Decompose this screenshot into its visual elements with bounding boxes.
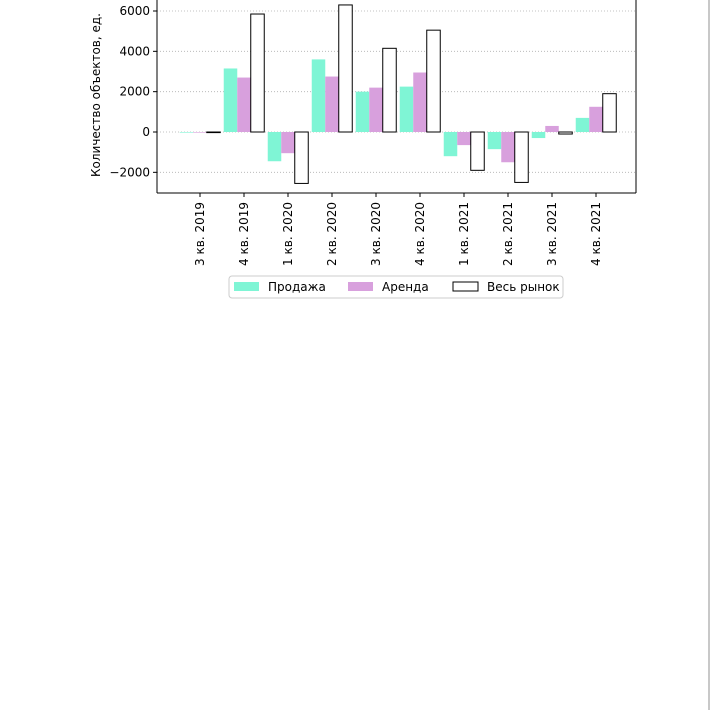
x-tick-label: 3 кв. 2019: [193, 202, 207, 266]
bar: [487, 132, 502, 150]
bar: [179, 132, 194, 133]
bar: [193, 132, 207, 133]
axes: −2000 0 2000 4000 6000 3 кв. 2019 4 кв. 2019 1 …: [109, 0, 637, 266]
y-tick-label: 0: [142, 125, 150, 139]
bar: [457, 132, 471, 146]
bar: [514, 131, 529, 183]
x-tick-label: 2 кв. 2021: [501, 202, 515, 266]
bar: [426, 29, 441, 133]
bar: [294, 131, 309, 184]
legend-swatch: [348, 282, 373, 291]
bar: [206, 131, 221, 134]
bar: [311, 59, 326, 132]
x-tick-label: 1 кв. 2020: [281, 202, 295, 266]
bar: [325, 76, 339, 132]
bar: [443, 132, 458, 157]
bars: [179, 4, 617, 184]
bar: [223, 68, 238, 132]
bar: [382, 47, 397, 133]
x-tick-label: 1 кв. 2021: [457, 202, 471, 266]
bar: [250, 13, 265, 133]
bar: [369, 87, 383, 132]
x-tick-label: 4 кв. 2021: [589, 202, 603, 266]
y-tick-label: 2000: [119, 85, 150, 99]
y-tick-label: 6000: [119, 4, 150, 18]
x-tick-label: 3 кв. 2021: [545, 202, 559, 266]
x-tick-label: 4 кв. 2019: [237, 202, 251, 266]
x-tick-label: 4 кв. 2020: [413, 202, 427, 266]
bar: [558, 131, 573, 135]
bar: [267, 132, 282, 162]
y-axis-label: Количество объектов, ед.: [89, 13, 103, 177]
legend-label: Весь рынок: [487, 280, 560, 294]
bar: [602, 93, 617, 133]
x-tick-label: 2 кв. 2020: [325, 202, 339, 266]
legend: Продажа Аренда Весь рынок: [228, 275, 564, 299]
bar: [545, 125, 559, 132]
bar: [589, 106, 603, 132]
bar: [501, 132, 515, 163]
bar: [281, 132, 295, 154]
bar: [355, 91, 370, 132]
x-tick-label: 3 кв. 2020: [369, 202, 383, 266]
bar: [338, 4, 353, 133]
bar: [237, 77, 251, 132]
bar: [470, 131, 485, 171]
legend-swatch: [452, 281, 479, 292]
bar: [575, 117, 590, 132]
bar: [399, 86, 414, 132]
legend-box: [228, 275, 564, 299]
bar: [531, 132, 546, 139]
y-tick-label: −2000: [109, 165, 150, 179]
y-tick-label: 4000: [119, 44, 150, 58]
bar: [413, 72, 427, 132]
legend-label: Продажа: [268, 280, 326, 294]
legend-swatch: [234, 282, 259, 291]
page-right-border: [708, 0, 710, 710]
legend-label: Аренда: [382, 280, 429, 294]
